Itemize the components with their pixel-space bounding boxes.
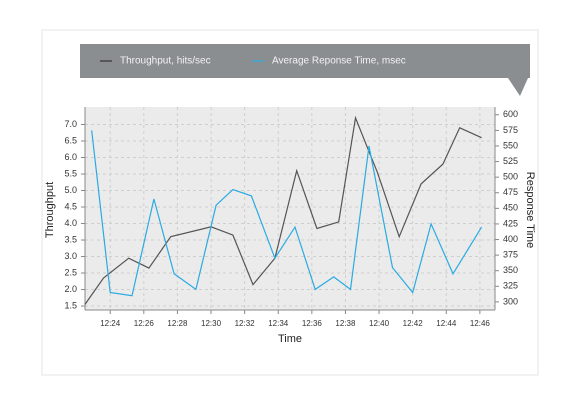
y-tick-label: 6.5	[64, 135, 77, 145]
y-tick-label: 6.0	[64, 152, 77, 162]
series-line	[91, 130, 483, 297]
y-tick-label: 5.5	[64, 168, 77, 178]
y2-tick-label: 475	[503, 187, 518, 197]
y2-tick-label: 400	[503, 234, 518, 244]
x-tick-label: 12:24	[100, 319, 121, 328]
y2-axis-title: Response Time	[524, 172, 536, 248]
y-tick-label: 1.5	[64, 300, 77, 310]
y-tick-label: 4.5	[64, 201, 77, 211]
y-tick-label: 7.0	[64, 119, 77, 129]
y2-tick-label: 575	[503, 125, 518, 135]
y-tick-label: 3.5	[64, 234, 77, 244]
x-tick-label: 12:44	[436, 319, 457, 328]
x-axis-title: Time	[278, 333, 302, 345]
y2-tick-label: 350	[503, 265, 518, 275]
x-tick-label: 12:36	[302, 319, 323, 328]
y-tick-label: 5.0	[64, 185, 77, 195]
x-tick-label: 12:42	[403, 319, 424, 328]
legend-box	[80, 44, 530, 96]
x-tick-label: 12:28	[167, 319, 188, 328]
y2-tick-label: 325	[503, 281, 518, 291]
y2-tick-label: 600	[503, 109, 518, 119]
legend-label: Average Reponse Time, msec	[272, 56, 406, 67]
x-tick-label: 12:40	[369, 319, 390, 328]
x-tick-label: 12:32	[235, 319, 256, 328]
y-tick-label: 3.0	[64, 251, 77, 261]
x-tick-label: 12:46	[470, 319, 491, 328]
y2-tick-label: 375	[503, 249, 518, 259]
y2-tick-label: 525	[503, 156, 518, 166]
y2-tick-label: 550	[503, 140, 518, 150]
legend-label: Throughput, hits/sec	[120, 56, 211, 67]
x-tick-label: 12:34	[268, 319, 289, 328]
y-tick-label: 2.0	[64, 284, 77, 294]
plot-area	[85, 107, 495, 310]
y2-tick-label: 300	[503, 296, 518, 306]
y2-tick-label: 500	[503, 172, 518, 182]
y2-tick-label: 425	[503, 218, 518, 228]
y-tick-label: 4.0	[64, 218, 77, 228]
y-axis-title: Throughput	[44, 182, 56, 238]
x-tick-label: 12:26	[134, 319, 155, 328]
y2-tick-label: 450	[503, 203, 518, 213]
series-line	[84, 115, 482, 305]
x-tick-label: 12:30	[201, 319, 222, 328]
y-tick-label: 2.5	[64, 267, 77, 277]
x-tick-label: 12:38	[335, 319, 356, 328]
